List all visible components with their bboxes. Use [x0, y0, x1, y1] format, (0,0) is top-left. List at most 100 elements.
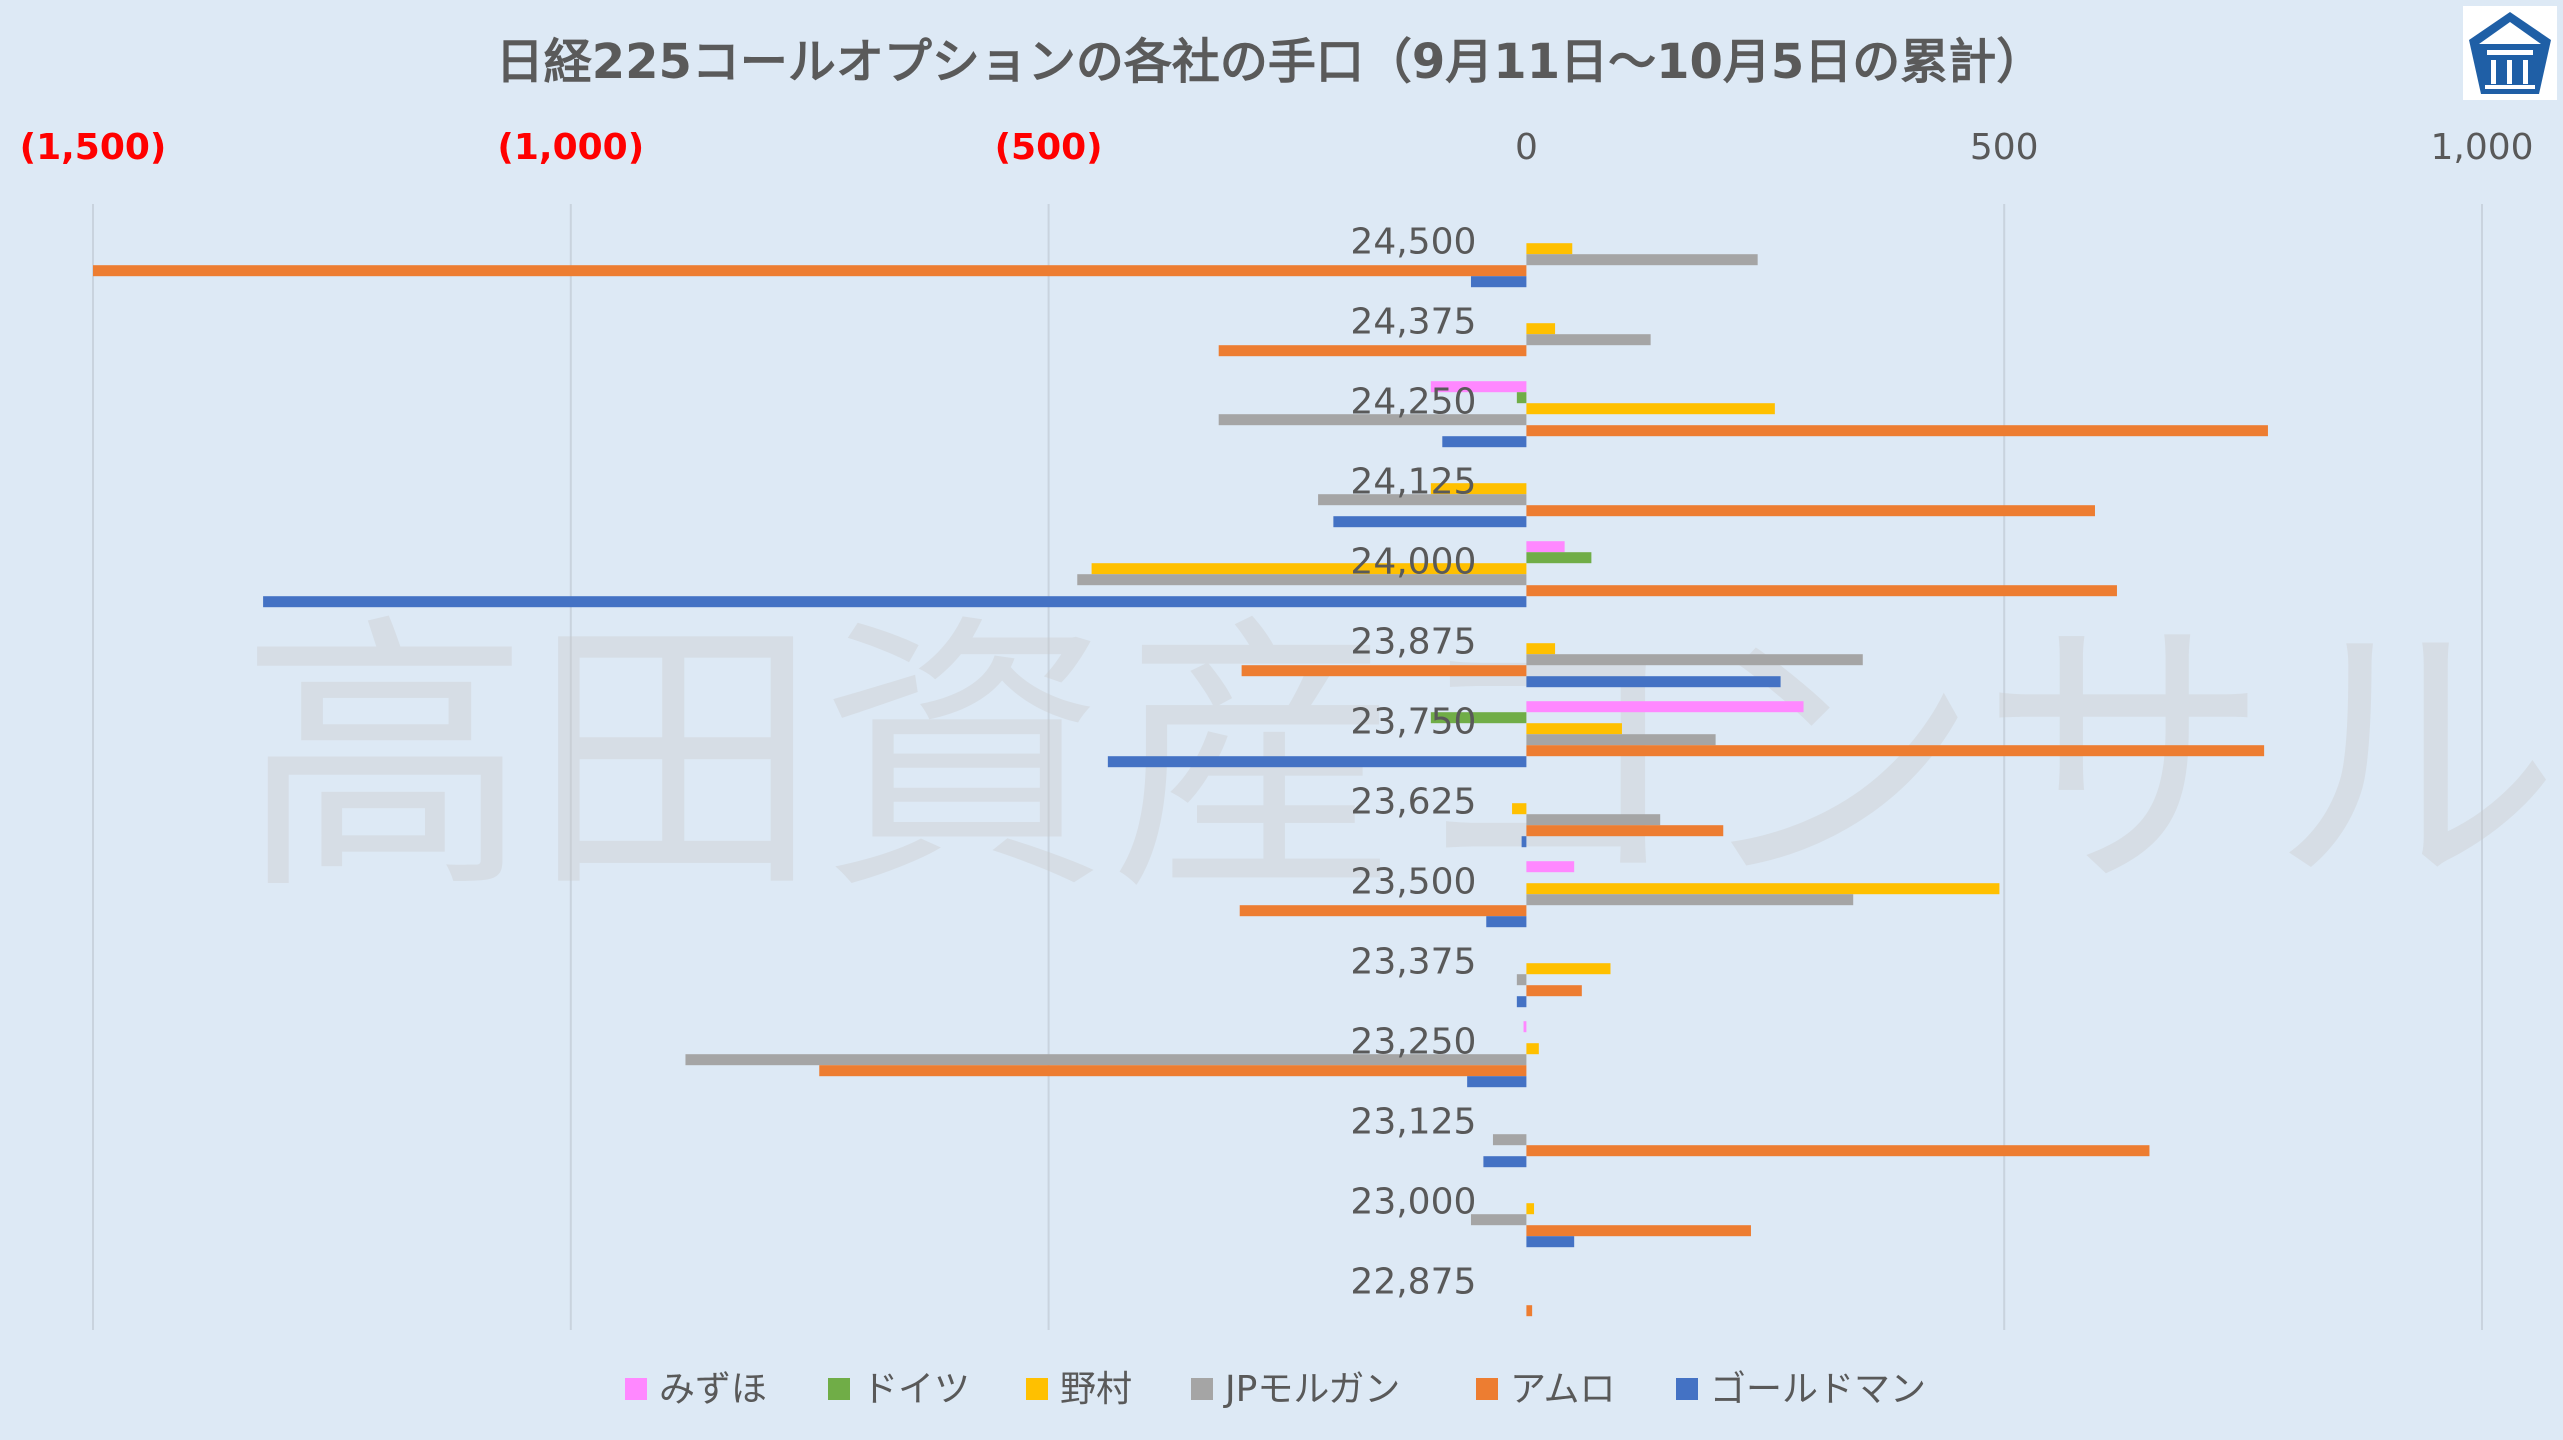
category-label: 23,375: [1350, 942, 1476, 983]
bars-layer: [93, 243, 2268, 1317]
bar-5-10: [1467, 1076, 1527, 1088]
x-tick-label: (1,000): [497, 127, 644, 168]
bar-2-4: [1091, 563, 1527, 575]
bar-3-3: [1318, 494, 1527, 506]
bar-5-3: [1333, 516, 1527, 528]
category-label: 24,000: [1350, 542, 1476, 583]
category-label: 23,125: [1350, 1102, 1476, 1143]
bar-3-1: [1526, 334, 1651, 346]
bar-3-10: [685, 1054, 1527, 1066]
bar-2-8: [1526, 883, 2000, 895]
bar-2-2: [1526, 403, 1775, 415]
bar-4-9: [1526, 985, 1582, 997]
legend: みずほ ドイツ 野村 JPモルガン アムロ ゴールドマン: [625, 1369, 1926, 1410]
bar-5-12: [1526, 1236, 1575, 1248]
bar-2-0: [1526, 243, 1573, 255]
bar-2-9: [1526, 963, 1611, 975]
bar-0-4: [1526, 541, 1565, 553]
bar-5-2: [1442, 436, 1527, 448]
bar-5-8: [1486, 916, 1527, 928]
bar-3-2: [1218, 414, 1527, 426]
bar-4-8: [1239, 905, 1527, 917]
bar-5-4: [263, 596, 1527, 608]
category-label: 23,000: [1350, 1182, 1476, 1223]
bar-2-6: [1526, 723, 1622, 735]
bar-5-11: [1483, 1156, 1527, 1168]
bar-0-10: [1523, 1021, 1527, 1033]
bar-3-7: [1526, 814, 1661, 826]
company-logo: [2463, 6, 2557, 100]
bar-4-7: [1526, 825, 1724, 837]
bar-4-4: [1526, 585, 2117, 597]
legend-label: ゴールドマン: [1710, 1369, 1926, 1410]
category-label: 24,375: [1350, 302, 1476, 343]
grid-layer: [92, 204, 2483, 1330]
bar-3-4: [1077, 574, 1527, 586]
legend-swatch: [1676, 1378, 1698, 1400]
x-tick-label: 1,000: [2430, 127, 2533, 168]
bar-1-2: [1516, 392, 1527, 404]
bar-2-1: [1526, 323, 1556, 335]
bar-1-4: [1526, 552, 1592, 564]
legend-label: ドイツ: [862, 1369, 970, 1410]
category-label: 23,500: [1350, 862, 1476, 903]
bar-3-11: [1492, 1134, 1527, 1146]
x-axis-ticks: (1,500) (1,000) (500) 0 500 1,000: [20, 127, 2534, 168]
bar-5-5: [1526, 676, 1781, 688]
legend-swatch: [1026, 1378, 1048, 1400]
bar-1-6: [1430, 712, 1527, 724]
category-label: 24,250: [1350, 382, 1476, 423]
bar-5-7: [1521, 836, 1527, 848]
bar-3-0: [1526, 254, 1758, 266]
x-tick-label: 500: [1970, 127, 2039, 168]
bar-2-3: [1430, 483, 1527, 495]
legend-label: アムロ: [1510, 1369, 1615, 1410]
bar-4-12: [1526, 1225, 1751, 1237]
bar-4-2: [1526, 425, 2268, 437]
legend-swatch: [828, 1378, 850, 1400]
legend-label: JPモルガン: [1223, 1369, 1400, 1410]
category-label: 23,625: [1350, 782, 1476, 823]
category-label: 22,875: [1350, 1262, 1476, 1303]
legend-label: みずほ: [659, 1369, 767, 1410]
category-label: 23,750: [1350, 702, 1476, 743]
legend-swatch: [1476, 1378, 1498, 1400]
bar-4-5: [1241, 665, 1527, 677]
x-tick-label: 0: [1515, 127, 1538, 168]
legend-label: 野村: [1060, 1369, 1132, 1410]
bar-4-11: [1526, 1145, 2150, 1157]
bar-3-5: [1526, 654, 1863, 666]
bar-3-8: [1526, 894, 1854, 906]
bar-2-10: [1526, 1043, 1539, 1055]
bar-4-10: [819, 1065, 1527, 1077]
bar-4-6: [1526, 745, 2265, 757]
bar-2-5: [1526, 643, 1556, 655]
bar-5-9: [1516, 996, 1527, 1008]
bar-2-12: [1526, 1203, 1535, 1215]
category-label: 23,250: [1350, 1022, 1476, 1063]
legend-swatch: [1191, 1378, 1213, 1400]
bar-4-13: [1526, 1305, 1533, 1317]
legend-swatch: [625, 1378, 647, 1400]
bar-3-6: [1526, 734, 1716, 746]
category-labels: 24,500 24,375 24,250 24,125 24,000 23,875 23,7…: [1350, 222, 1476, 1303]
bar-3-12: [1470, 1214, 1527, 1226]
logo-roof-icon: [2479, 22, 2541, 44]
x-tick-label: (1,500): [20, 127, 167, 168]
bar-5-0: [1470, 276, 1527, 288]
category-label: 24,125: [1350, 462, 1476, 503]
category-label: 24,500: [1350, 222, 1476, 263]
chart-title: 日経225コールオプションの各社の手口（9月11日～10月5日の累計）: [496, 34, 2045, 90]
category-label: 23,875: [1350, 622, 1476, 663]
bar-4-0: [93, 265, 1527, 277]
bar-4-3: [1526, 505, 2095, 517]
bar-2-7: [1512, 803, 1527, 815]
bar-0-8: [1526, 861, 1575, 873]
bar-0-2: [1430, 381, 1527, 393]
bar-4-1: [1218, 345, 1527, 357]
bar-0-6: [1526, 701, 1804, 713]
bar-3-9: [1516, 974, 1527, 986]
x-tick-label: (500): [995, 127, 1103, 168]
